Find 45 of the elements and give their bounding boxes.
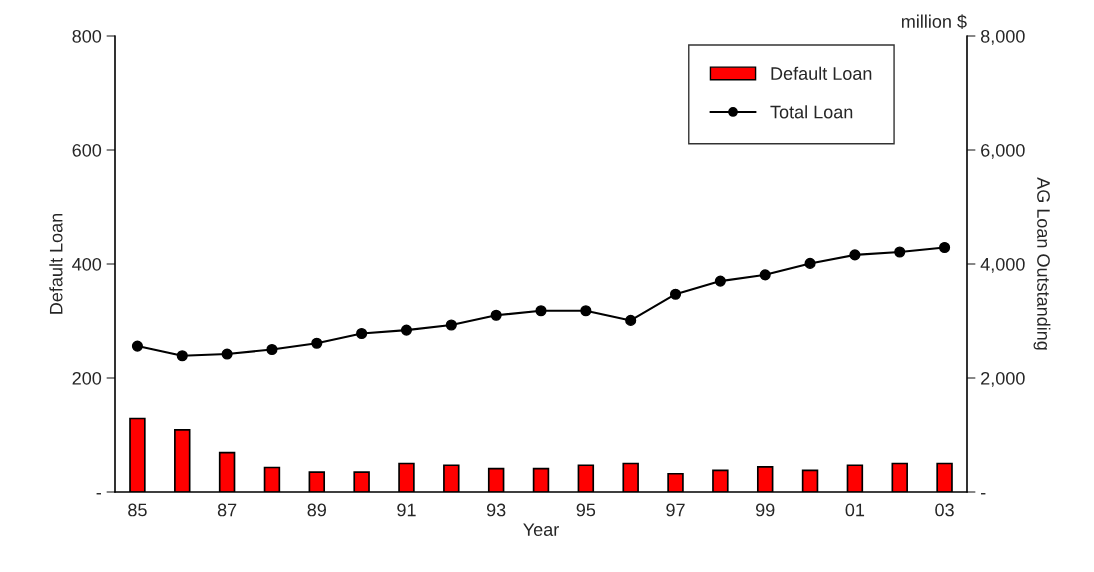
point bbox=[804, 257, 816, 269]
point bbox=[266, 343, 278, 356]
legend-label: Default Loan bbox=[771, 66, 872, 80]
x-tick-label: 01 bbox=[845, 503, 865, 517]
x-tick-label: 99 bbox=[756, 503, 775, 517]
y2-tick-label: 8,000 bbox=[980, 29, 1025, 45]
x-axis-title: Year bbox=[523, 523, 559, 536]
point bbox=[759, 269, 771, 281]
point bbox=[131, 340, 143, 352]
y-tick-label: 800 bbox=[72, 29, 102, 43]
y2-axis-title: AG Loan Outstanding bbox=[1033, 177, 1051, 350]
point bbox=[939, 241, 951, 254]
point bbox=[176, 350, 188, 362]
point bbox=[625, 314, 637, 326]
x-tick-label: 91 bbox=[397, 503, 416, 517]
y-tick-label: 600 bbox=[72, 143, 102, 157]
point bbox=[849, 249, 861, 261]
x-tick-label: 93 bbox=[486, 503, 506, 517]
y-tick-label: - bbox=[96, 493, 101, 495]
point bbox=[356, 327, 368, 340]
y2-tick-label: 6,000 bbox=[981, 143, 1025, 159]
x-tick-label: 95 bbox=[576, 503, 596, 517]
point bbox=[221, 348, 233, 360]
text: million $ bbox=[901, 14, 967, 29]
x-tick-label: 87 bbox=[217, 503, 237, 517]
point bbox=[445, 319, 457, 331]
x-tick-label: 85 bbox=[128, 503, 147, 517]
point bbox=[311, 337, 323, 349]
point bbox=[490, 309, 502, 321]
point bbox=[535, 305, 547, 317]
y2-tick-label: 2,000 bbox=[981, 371, 1025, 387]
y-tick-label: 200 bbox=[72, 371, 102, 385]
y-tick-label: 400 bbox=[72, 257, 102, 271]
y-axis-title: Default Loan bbox=[49, 213, 63, 314]
point bbox=[669, 288, 682, 300]
y2-tick-label: - bbox=[981, 493, 986, 495]
x-tick-label: 03 bbox=[935, 503, 954, 517]
point bbox=[580, 305, 592, 317]
y2-tick-label: 4,000 bbox=[980, 257, 1025, 273]
x-tick-label: 97 bbox=[666, 503, 685, 517]
point bbox=[400, 324, 413, 336]
point bbox=[894, 246, 906, 258]
x-tick-label: 89 bbox=[307, 503, 326, 517]
point bbox=[714, 275, 726, 287]
legend-label: Total Loan bbox=[770, 105, 853, 119]
